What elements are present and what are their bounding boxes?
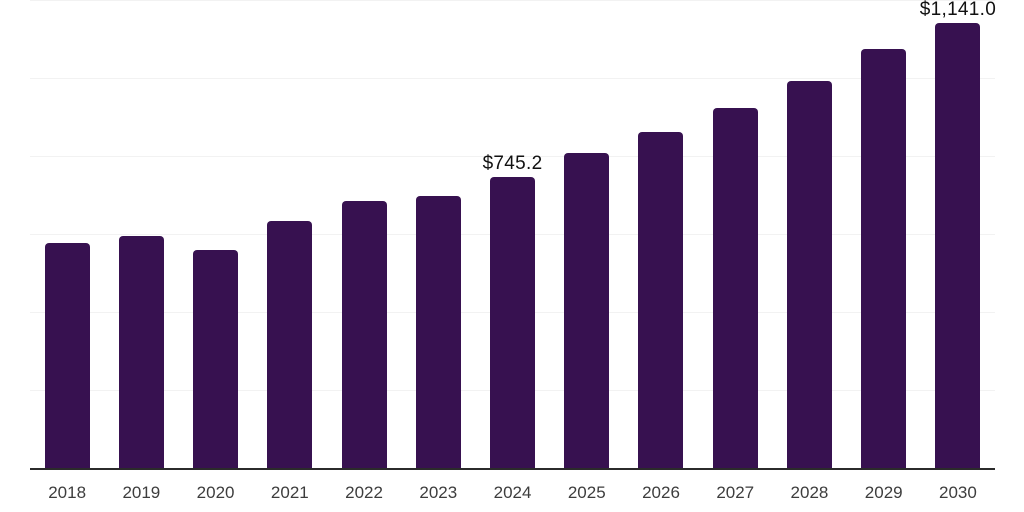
x-tick-label-2023: 2023 xyxy=(419,483,458,502)
bar-2028 xyxy=(786,80,832,468)
bar-group-2026 xyxy=(624,0,698,468)
bar-group-2027 xyxy=(698,0,772,468)
bar-group-2022 xyxy=(327,0,401,468)
bar-2027 xyxy=(712,108,758,468)
bar-2023 xyxy=(415,196,461,468)
x-tick-label-2019: 2019 xyxy=(122,483,161,502)
bar-group-2024: $745.2 xyxy=(475,0,549,468)
bar-group-2020 xyxy=(178,0,252,468)
x-tick-label-2029: 2029 xyxy=(864,483,903,502)
bar-group-2029 xyxy=(847,0,921,468)
bar-2021 xyxy=(267,221,313,468)
x-tick-label-2030: 2030 xyxy=(939,483,977,502)
bar-2026 xyxy=(638,132,684,468)
bar-2022 xyxy=(341,201,387,468)
bar-2030 xyxy=(935,23,981,468)
bar-2025 xyxy=(564,153,610,468)
gridline-1000 xyxy=(30,78,995,79)
gridline-1200 xyxy=(30,0,995,1)
data-label-2030: $1,141.0 xyxy=(919,0,997,20)
plot-area: $745.2 $1,141.0 xyxy=(30,0,997,470)
bar-2020 xyxy=(193,250,239,468)
x-tick-label-2020: 2020 xyxy=(196,483,235,502)
bar-2019 xyxy=(118,236,164,468)
x-tick-label-2022: 2022 xyxy=(345,483,383,502)
bar-2029 xyxy=(861,48,907,468)
x-axis-tick-labels: 2018 2019 2020 2021 2022 2023 2024 2025 2026 2027… xyxy=(30,484,995,501)
x-tick-label-2026: 2026 xyxy=(642,483,680,502)
x-tick-label-2018: 2018 xyxy=(48,483,87,502)
bar-group-2018 xyxy=(30,0,104,468)
x-tick-label-2024: 2024 xyxy=(493,483,532,502)
x-tick-label-2027: 2027 xyxy=(716,483,755,502)
bar-group-2025 xyxy=(550,0,624,468)
bar-2018 xyxy=(44,243,90,468)
bar-2024 xyxy=(490,177,536,468)
bar-group-2028 xyxy=(772,0,846,468)
bar-group-2019 xyxy=(104,0,178,468)
data-label-2024: $745.2 xyxy=(482,153,543,175)
bar-group-2030: $1,141.0 xyxy=(919,0,997,468)
bars-container: $745.2 $1,141.0 xyxy=(30,0,997,468)
gridline-800 xyxy=(30,156,995,157)
x-tick-label-2028: 2028 xyxy=(790,483,829,502)
x-tick-label-2025: 2025 xyxy=(567,483,606,502)
x-tick-label-2021: 2021 xyxy=(270,483,309,502)
bar-group-2021 xyxy=(253,0,327,468)
bar-group-2023 xyxy=(401,0,475,468)
